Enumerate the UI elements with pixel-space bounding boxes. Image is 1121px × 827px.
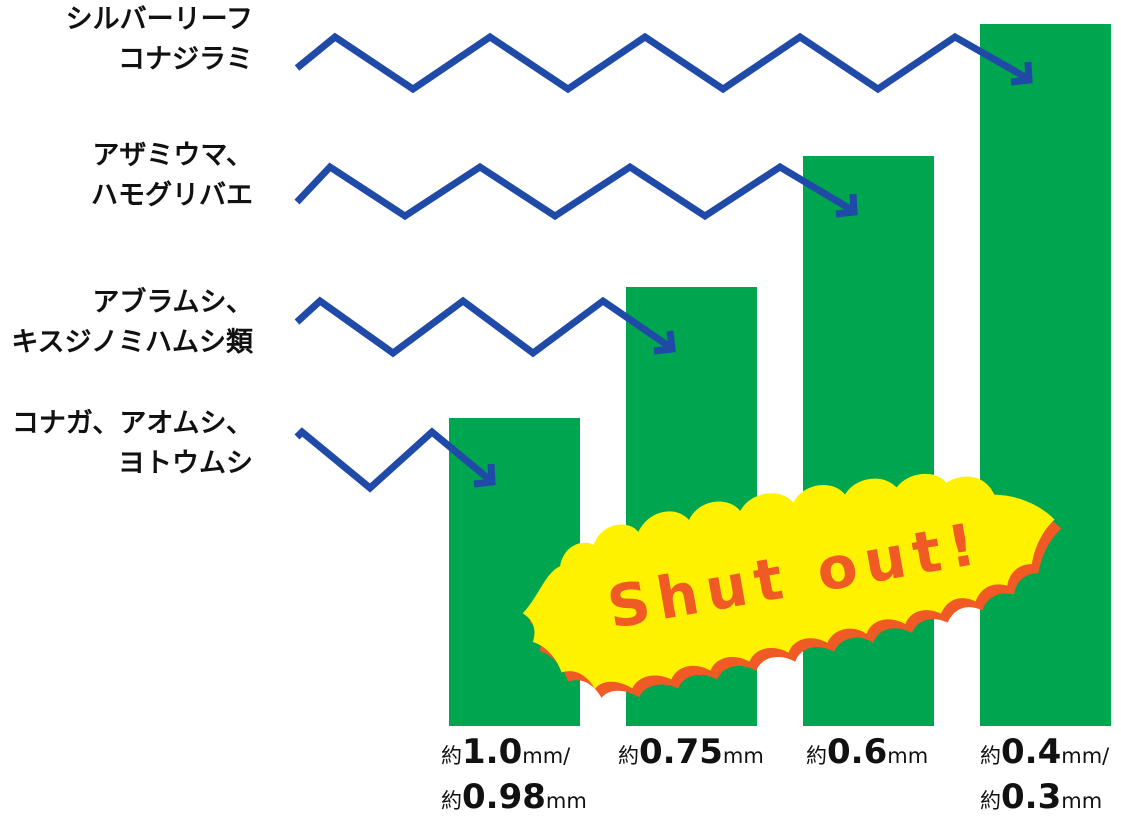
arrowhead-3 [653,330,676,355]
arrow-line-1 [294,32,1029,94]
mesh-value: 0.98 [462,777,546,817]
mesh-prefix: 約 [980,789,1001,813]
pest-label-line: アザミウマ、 [92,140,253,171]
arrow-line-4 [294,427,493,493]
mesh-prefix: 約 [441,744,462,768]
mesh-label-2: 約0.75mm [618,730,764,775]
mesh-prefix: 約 [618,744,639,768]
arrowhead-2 [835,193,858,218]
pest-label-line: シルバーリーフ [65,4,253,35]
pest-label-line: コナジラミ [118,44,253,75]
mesh-line: 約1.0mm/ [441,730,587,775]
mesh-label-4: 約0.4mm/ 約0.3mm [980,730,1109,820]
mesh-label-1: 約1.0mm/ 約0.98mm [441,730,587,820]
mesh-unit: mm [887,744,929,768]
mesh-value: 0.3 [1001,777,1062,817]
mesh-label-3: 約0.6mm [806,730,928,775]
arrow-line-2 [294,162,854,221]
pest-label-thrips: アザミウマ、 ハモグリバエ [91,136,253,216]
mesh-line: 約0.4mm/ [980,730,1109,775]
mesh-line: 約0.6mm [806,730,928,775]
mesh-prefix: 約 [980,744,1001,768]
mesh-unit: mm/ [1061,744,1110,768]
mesh-line: 約0.75mm [618,730,764,775]
mesh-prefix: 約 [441,789,462,813]
pest-label-line: アブラムシ、 [92,287,253,318]
mesh-unit: mm/ [522,744,571,768]
arrow-line-3 [294,296,672,358]
pest-label-aphid: アブラムシ、 キスジノミハムシ類 [11,283,253,363]
mesh-value: 0.75 [639,732,723,772]
pest-label-line: ヨトウムシ [118,448,253,479]
pest-label-whitefly: シルバーリーフ コナジラミ [66,0,253,80]
bar-4 [980,24,1111,726]
mesh-line: 約0.3mm [980,775,1109,820]
mesh-prefix: 約 [806,744,827,768]
mesh-value: 1.0 [462,732,523,772]
pest-label-line: コナガ、アオムシ、 [11,408,253,439]
mesh-line: 約0.98mm [441,775,587,820]
pest-label-line: キスジノミハムシ類 [11,327,253,358]
pest-label-line: ハモグリバエ [91,180,253,211]
mesh-unit: mm [722,744,764,768]
mesh-value: 0.4 [1001,732,1062,772]
mesh-value: 0.6 [827,732,888,772]
pest-label-moth: コナガ、アオムシ、 ヨトウムシ [12,404,253,484]
burst-fill [522,473,1055,689]
arrowhead-1 [1010,61,1033,86]
mesh-unit: mm [545,789,587,813]
arrowhead-4 [473,463,496,488]
shut-out-burst: Shut out! [522,473,1062,698]
mesh-unit: mm [1061,789,1103,813]
